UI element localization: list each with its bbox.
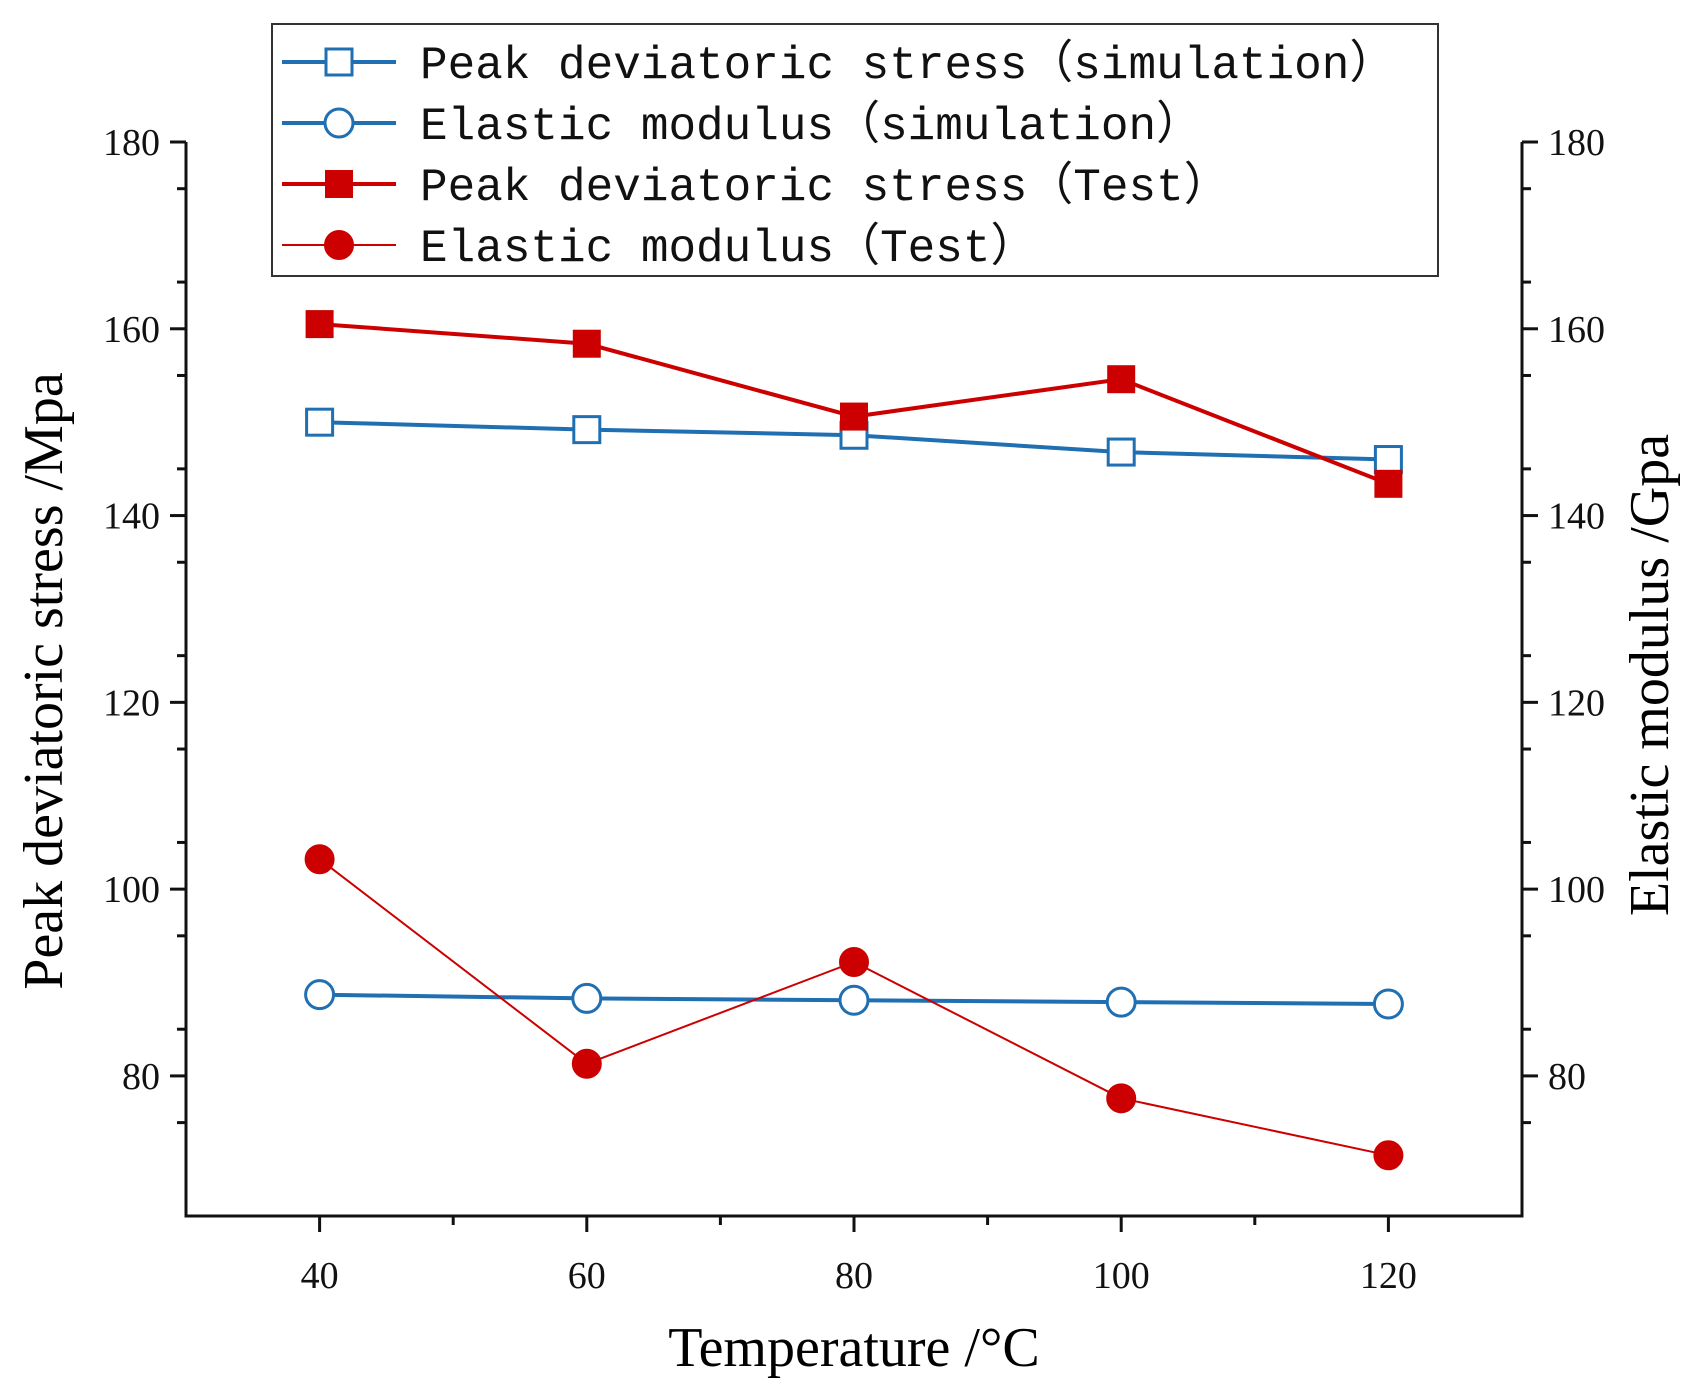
x-axis-title: Temperature /°C: [668, 1317, 1039, 1379]
data-point: [1105, 986, 1137, 1018]
data-point: [1372, 988, 1404, 1020]
legend-box: [271, 23, 1439, 277]
y2-tick-label: 120: [1548, 682, 1605, 724]
data-point: [838, 984, 870, 1016]
y-tick-label: 140: [103, 496, 160, 538]
x-tick-label: 100: [1093, 1255, 1150, 1297]
data-point: [572, 415, 602, 445]
axes: 80 100 120 140 160 180 80 100 120 140 160 180 40 60 80…: [103, 122, 1605, 1297]
series-group: [304, 310, 1404, 1171]
data-point: [305, 407, 335, 437]
y-tick-label: 100: [103, 869, 160, 911]
data-point: [572, 329, 601, 358]
x-tick-label: 120: [1360, 1255, 1417, 1297]
data-point: [840, 402, 868, 431]
y2-tick-label: 80: [1548, 1056, 1586, 1098]
legend-item: Peak deviatoric stress（Test）: [282, 161, 1230, 214]
y-axis-title: Peak deviatoric stress /Mpa: [13, 372, 75, 990]
y-tick-label: 80: [122, 1056, 160, 1098]
legend-item: Elastic modulus（simulation）: [282, 100, 1202, 153]
y-tick-label: 160: [103, 309, 160, 351]
legend-label: Peak deviatoric stress（Test）: [420, 161, 1230, 214]
y-tick-label: 180: [103, 122, 160, 164]
y2-tick-label: 160: [1548, 309, 1605, 351]
data-point: [839, 946, 869, 977]
x-tick-label: 40: [301, 1255, 339, 1297]
y2-axis-title: Elastic modulus /Gpa: [1619, 434, 1681, 916]
series-1: [305, 407, 1403, 475]
legend: Peak deviatoric stress（simulation） Elasti…: [271, 23, 1439, 277]
legend-item: Elastic modulus（Test）: [282, 222, 1037, 275]
data-point: [571, 982, 603, 1014]
y2-tick-label: 100: [1548, 869, 1605, 911]
x-tick-label: 60: [568, 1255, 606, 1297]
series-3: [305, 310, 1403, 498]
legend-marker: [323, 107, 355, 139]
legend-label: Elastic modulus（Test）: [420, 222, 1037, 275]
legend-label: Peak deviatoric stress（simulation）: [420, 39, 1395, 92]
data-point: [571, 1048, 602, 1079]
y2-tick-label: 180: [1548, 122, 1605, 164]
series-2: [304, 979, 1404, 1020]
data-point: [1106, 437, 1136, 467]
legend-marker: [324, 47, 354, 77]
legend-item: Peak deviatoric stress（simulation）: [282, 39, 1395, 92]
series-4: [304, 844, 1404, 1171]
data-point: [305, 310, 334, 339]
legend-marker: [325, 170, 353, 198]
data-point: [1373, 445, 1403, 475]
data-point: [304, 844, 335, 875]
legend-marker: [324, 230, 354, 260]
y2-tick-label: 140: [1548, 496, 1605, 538]
y-tick-label: 120: [103, 682, 160, 724]
data-point: [1373, 1140, 1404, 1171]
data-point: [1374, 469, 1403, 498]
data-point: [304, 979, 336, 1011]
data-point: [1106, 1083, 1137, 1114]
data-point: [1107, 365, 1136, 394]
legend-label: Elastic modulus（simulation）: [420, 100, 1202, 153]
x-tick-label: 80: [835, 1255, 873, 1297]
